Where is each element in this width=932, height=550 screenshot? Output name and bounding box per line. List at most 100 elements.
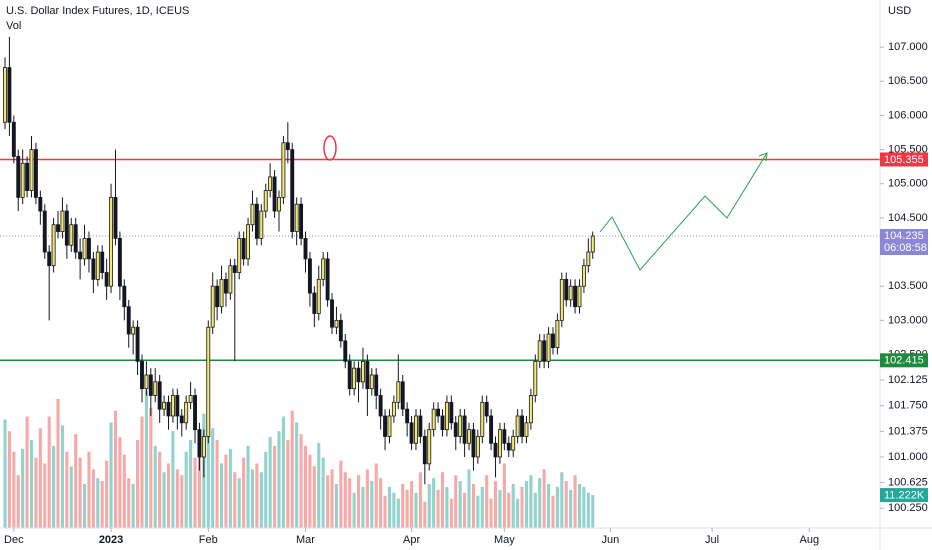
volume-bar xyxy=(233,472,237,528)
candle-body xyxy=(471,429,476,458)
volume-bar xyxy=(140,416,144,528)
candle-body xyxy=(201,436,206,458)
volume-bar xyxy=(87,451,91,528)
y-tick-label: 103.500 xyxy=(888,280,928,292)
last-volume-box xyxy=(880,488,928,503)
candle-body xyxy=(343,340,348,362)
y-tick-label: 104.500 xyxy=(888,212,928,224)
y-tick-label: 101.375 xyxy=(888,425,928,437)
volume-bar xyxy=(149,407,153,528)
volume-bar xyxy=(122,454,126,528)
candle-body xyxy=(378,395,383,417)
candle-body xyxy=(577,285,582,308)
candle-body xyxy=(206,326,211,437)
volume-bar xyxy=(34,457,38,528)
volume-bar xyxy=(321,457,325,528)
volume-bar xyxy=(189,440,193,528)
candle-body xyxy=(73,224,78,253)
y-tick-label: 107.000 xyxy=(888,41,928,53)
candle-body xyxy=(56,224,60,232)
candle-body xyxy=(387,415,392,437)
volume-bar xyxy=(365,469,369,528)
volume-bar xyxy=(560,472,564,528)
volume-bar xyxy=(295,422,299,528)
candle-body xyxy=(458,415,463,437)
volume-bar xyxy=(352,492,356,528)
volume-bar xyxy=(458,481,462,528)
volume-bar xyxy=(387,486,392,528)
candle-body xyxy=(303,237,308,260)
volume-bar xyxy=(418,472,422,528)
candle-body xyxy=(484,401,489,417)
volume-bar xyxy=(264,451,268,528)
chart-title: U.S. Dollar Index Futures, 1D, ICEUS xyxy=(6,5,189,17)
volume-bar xyxy=(277,431,281,528)
last-price-box xyxy=(880,228,928,255)
candle-body xyxy=(250,203,255,226)
volume-bar xyxy=(507,492,511,528)
candle-body xyxy=(400,381,405,410)
candle-body xyxy=(157,381,162,410)
y-tick-label: 102.125 xyxy=(888,374,928,386)
volume-bar xyxy=(60,425,64,528)
volume-bar xyxy=(308,454,312,528)
candle-body xyxy=(581,265,586,287)
candle-body xyxy=(462,415,467,444)
volume-bar xyxy=(396,498,400,528)
candle-body xyxy=(383,415,387,437)
y-tick-label: 103.000 xyxy=(888,314,928,326)
candle-body xyxy=(47,251,52,267)
volume-bar xyxy=(498,489,502,528)
candle-body xyxy=(42,210,47,253)
candle-body xyxy=(166,401,171,417)
candle-body xyxy=(431,408,436,431)
volume-bar xyxy=(471,484,475,528)
x-tick-label: Mar xyxy=(296,534,315,546)
last-price-label: 104.235 xyxy=(884,230,924,242)
candle-body xyxy=(38,197,43,212)
volume-bar xyxy=(538,478,542,528)
candle-body xyxy=(330,299,334,328)
volume-bar xyxy=(113,410,118,528)
candle-body xyxy=(475,436,480,458)
volume-bar xyxy=(69,466,73,528)
candle-body xyxy=(436,408,441,417)
volume-bar xyxy=(175,469,179,528)
volume-bar xyxy=(502,463,506,528)
volume-bar xyxy=(542,469,546,528)
volume-bar xyxy=(259,472,263,528)
volume-bar xyxy=(317,442,321,528)
candle-body xyxy=(440,415,445,431)
candle-body xyxy=(356,367,361,383)
volume-bar xyxy=(237,478,241,528)
candle-body xyxy=(148,374,153,396)
candle-body xyxy=(100,251,105,273)
volume-bar xyxy=(370,481,374,528)
projection-arrowhead xyxy=(758,152,768,162)
volume-bar xyxy=(334,484,338,528)
volume-bar xyxy=(193,457,197,528)
volume-bar xyxy=(379,478,383,528)
candle-body xyxy=(427,429,432,465)
candle-body xyxy=(91,258,96,280)
y-tick-label: 100.625 xyxy=(888,476,928,488)
candle-body xyxy=(224,278,228,294)
candle-body xyxy=(259,210,264,239)
projection-path xyxy=(599,152,768,271)
volume-bar xyxy=(383,495,387,528)
candle-body xyxy=(179,415,184,424)
candle-body xyxy=(241,237,246,260)
candle-body xyxy=(347,360,352,390)
volume-bar xyxy=(573,475,577,528)
volume-bar xyxy=(290,410,294,528)
volume-bar xyxy=(286,440,290,528)
candle-body xyxy=(551,333,555,349)
candle-body xyxy=(506,442,511,451)
volume-bar xyxy=(330,469,334,528)
volume-bar xyxy=(361,486,365,528)
x-tick-label: Jul xyxy=(705,534,719,546)
volume-bar xyxy=(524,481,529,528)
x-tick-label: Feb xyxy=(199,534,218,546)
